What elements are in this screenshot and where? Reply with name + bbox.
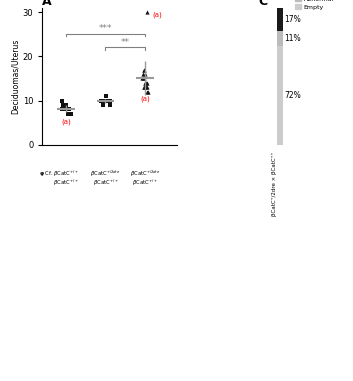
Point bbox=[67, 111, 73, 117]
Point bbox=[100, 102, 106, 108]
Text: $\beta$CatC$^{+/2dre}$: $\beta$CatC$^{+/2dre}$ bbox=[130, 169, 160, 179]
Point bbox=[102, 98, 108, 104]
Point bbox=[103, 98, 109, 104]
Point bbox=[144, 84, 149, 90]
Point bbox=[143, 80, 149, 86]
Point bbox=[140, 75, 146, 82]
Point bbox=[62, 102, 68, 108]
Text: A: A bbox=[42, 0, 52, 8]
Point bbox=[142, 84, 148, 90]
Bar bbox=[277, 46, 283, 145]
Point bbox=[65, 111, 71, 117]
Point bbox=[141, 67, 146, 73]
Point bbox=[61, 102, 67, 108]
Point bbox=[139, 75, 145, 82]
Point bbox=[64, 102, 69, 108]
Point bbox=[140, 71, 146, 77]
Point bbox=[142, 80, 148, 86]
Point bbox=[99, 98, 105, 104]
Text: (a): (a) bbox=[61, 118, 71, 125]
Text: (a): (a) bbox=[153, 11, 163, 18]
Point bbox=[142, 71, 148, 77]
Point bbox=[98, 98, 104, 104]
Point bbox=[141, 75, 146, 82]
Point bbox=[144, 9, 150, 15]
Point bbox=[62, 106, 68, 112]
Point bbox=[145, 84, 150, 90]
Point bbox=[141, 67, 146, 73]
Point bbox=[142, 84, 147, 90]
Bar bbox=[277, 8, 283, 31]
Point bbox=[65, 106, 71, 112]
Point bbox=[68, 111, 73, 117]
Point bbox=[141, 84, 146, 90]
Point bbox=[144, 80, 149, 86]
Point bbox=[145, 89, 151, 95]
Text: $\beta$CatC$^{+/+}$: $\beta$CatC$^{+/+}$ bbox=[92, 178, 118, 188]
Text: (a): (a) bbox=[140, 95, 150, 102]
Point bbox=[61, 106, 67, 112]
Text: 11%: 11% bbox=[284, 34, 301, 43]
Text: $\beta$CatC$^{+/+}$: $\beta$CatC$^{+/+}$ bbox=[53, 169, 79, 179]
Text: $\beta$CatC$^{+/2dre}$: $\beta$CatC$^{+/2dre}$ bbox=[90, 169, 121, 179]
Point bbox=[63, 106, 69, 112]
Point bbox=[60, 102, 66, 108]
Point bbox=[66, 106, 72, 112]
Text: 17%: 17% bbox=[284, 15, 301, 24]
Text: 72%: 72% bbox=[284, 91, 301, 100]
Text: C: C bbox=[258, 0, 268, 8]
Point bbox=[63, 106, 69, 112]
Point bbox=[107, 98, 113, 104]
Point bbox=[107, 102, 112, 108]
Text: **: ** bbox=[121, 38, 130, 46]
Point bbox=[103, 98, 108, 104]
Text: βCatC⁺/2dre × βCatC⁺⁺: βCatC⁺/2dre × βCatC⁺⁺ bbox=[272, 152, 277, 216]
Point bbox=[59, 106, 65, 112]
Point bbox=[59, 98, 65, 104]
Text: $\bf{\varphi}$ Cf.: $\bf{\varphi}$ Cf. bbox=[39, 169, 54, 178]
Bar bbox=[277, 31, 283, 46]
Point bbox=[144, 89, 150, 95]
Legend: Normal, Abnormal, Empty: Normal, Abnormal, Empty bbox=[293, 0, 337, 12]
Point bbox=[104, 93, 109, 99]
Point bbox=[142, 80, 147, 86]
Text: $\beta$CatC$^{+/+}$: $\beta$CatC$^{+/+}$ bbox=[53, 178, 79, 188]
Y-axis label: Deciduomas/Uterus: Deciduomas/Uterus bbox=[11, 38, 20, 114]
Text: $\beta$CatC$^{+/+}$: $\beta$CatC$^{+/+}$ bbox=[132, 178, 158, 188]
Text: ***: *** bbox=[99, 24, 112, 33]
Point bbox=[59, 106, 65, 112]
Point bbox=[107, 98, 112, 104]
Point bbox=[66, 106, 72, 112]
